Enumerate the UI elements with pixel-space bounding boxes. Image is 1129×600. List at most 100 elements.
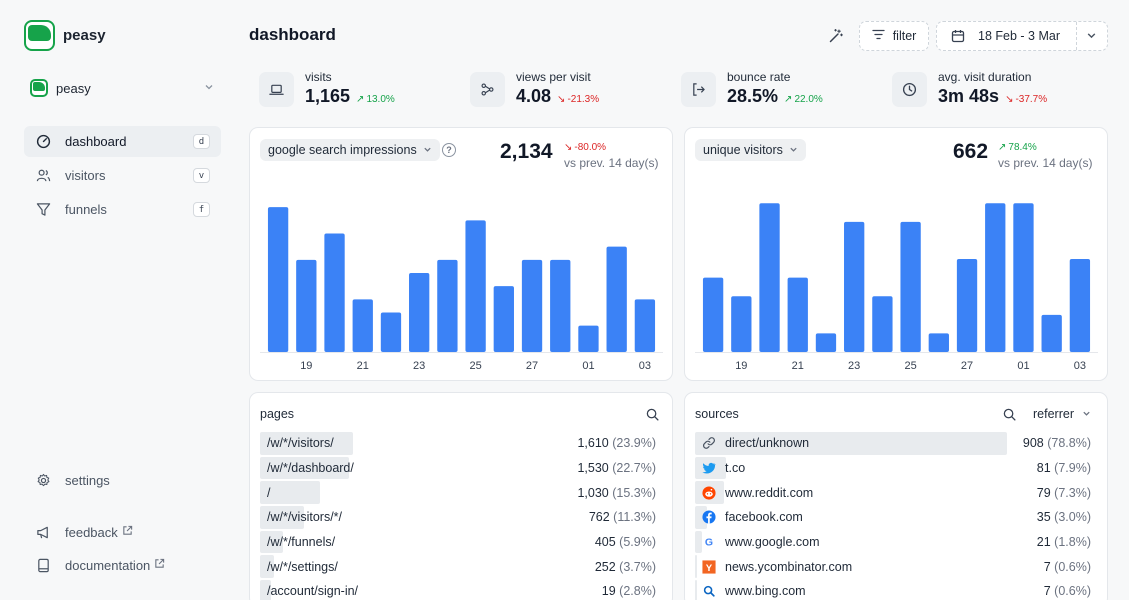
bottom-nav: settings feedback documentation — [24, 466, 221, 579]
row-count: 405 — [594, 535, 616, 550]
metric-label: google search impressions — [268, 143, 417, 157]
nav-item-visitors[interactable]: visitors v — [24, 160, 221, 191]
nav-item-feedback[interactable]: feedback — [24, 518, 221, 546]
chart-bar[interactable] — [815, 333, 837, 352]
chart-bar[interactable] — [928, 333, 949, 352]
pages-row[interactable]: /w/*/dashboard/1,530 (22.7%) — [260, 456, 662, 481]
row-percent: (15.3%) — [612, 485, 656, 500]
nav-label: dashboard — [65, 134, 127, 149]
row-value: 1,530 (22.7%) — [577, 461, 662, 475]
search-icon[interactable] — [644, 406, 660, 422]
source-type-dropdown[interactable]: referrer — [1025, 403, 1099, 425]
row-count: 79 — [1036, 485, 1051, 500]
x-tick-label: 01 — [582, 360, 594, 372]
app-name: peasy — [63, 27, 106, 44]
chart-bar[interactable] — [844, 221, 865, 352]
share-bar — [695, 580, 698, 600]
exit-icon — [681, 72, 716, 107]
site-switcher[interactable]: peasy — [30, 78, 214, 98]
change-text: 13.0% — [366, 94, 395, 105]
chart-bar[interactable] — [437, 259, 458, 352]
row-label: direct/unknown — [725, 436, 810, 451]
sources-row[interactable]: facebook.com 35 (3.0%) — [695, 505, 1097, 530]
magic-wand-icon[interactable] — [826, 26, 846, 46]
nav-item-funnels[interactable]: funnels f — [24, 194, 221, 225]
row-count: 1,610 — [577, 436, 609, 451]
chart-bar[interactable] — [731, 296, 752, 352]
row-value: 405 (5.9%) — [595, 535, 662, 549]
metric-dropdown[interactable]: google search impressions — [260, 139, 440, 161]
chart-bar[interactable] — [985, 203, 1006, 352]
sources-row[interactable]: www.reddit.com 79 (7.3%) — [695, 480, 1097, 505]
chart-bar[interactable] — [380, 312, 402, 353]
row-percent: (22.7%) — [612, 461, 656, 476]
unique-visitors-card: unique visitors 662 ↗ 78.4% vs prev. 14 d… — [684, 127, 1108, 381]
chart-bar[interactable] — [872, 296, 893, 352]
row-value: 762 (11.3%) — [589, 510, 662, 524]
trend-up-icon: ↗ — [998, 142, 1007, 153]
chart-bar[interactable] — [521, 259, 543, 352]
row-count: 7 — [1043, 559, 1051, 574]
sources-row[interactable]: www.bing.com 7 (0.6%) — [695, 579, 1097, 600]
share-bar — [695, 432, 1007, 455]
chevron-down-icon[interactable] — [1086, 30, 1097, 44]
chart-bar[interactable] — [352, 299, 373, 352]
nav-item-settings[interactable]: settings — [24, 466, 221, 494]
chart-bar[interactable] — [1041, 314, 1062, 352]
chart-bar[interactable] — [465, 220, 486, 352]
nav-label: feedback — [65, 524, 118, 540]
chart-bar[interactable] — [634, 299, 656, 352]
chart-bar[interactable] — [296, 259, 317, 352]
chart-svg: 19 21 23 25 27 01 03 — [260, 207, 663, 372]
shortcut-key: v — [193, 168, 210, 183]
share-bar — [260, 432, 354, 455]
chart-bar[interactable] — [956, 259, 978, 352]
pages-row[interactable]: /account/sign-in/19 (2.8%) — [260, 579, 662, 600]
pages-row[interactable]: /w/*/visitors/1,610 (23.9%) — [260, 431, 662, 456]
nav-label: funnels — [65, 202, 107, 217]
trend-down-icon: ↘ — [1005, 94, 1014, 105]
stat-label: views per visit — [516, 70, 591, 84]
chart-bar[interactable] — [1069, 259, 1091, 352]
pages-row[interactable]: /w/*/visitors/*/ 762 (11.3%) — [260, 505, 662, 530]
app-logo[interactable]: peasy — [24, 20, 106, 51]
change-text: -37.7% — [1015, 94, 1048, 105]
chart-bar[interactable] — [606, 246, 627, 352]
chart-bar[interactable] — [409, 273, 430, 352]
users-icon — [35, 168, 51, 184]
date-range-picker[interactable]: 18 Feb - 3 Mar — [936, 21, 1108, 51]
sources-row[interactable]: t.co 81 (7.9%) — [695, 456, 1097, 481]
pages-list: /w/*/visitors/1,610 (23.9%)/w/*/dashboar… — [260, 431, 662, 600]
metric-dropdown[interactable]: unique visitors — [695, 139, 806, 161]
page-title: dashboard — [249, 25, 336, 44]
nav-item-dashboard[interactable]: dashboard d — [24, 126, 221, 157]
chart-bar[interactable] — [787, 277, 808, 352]
row-label: news.ycombinator.com — [725, 559, 853, 574]
chart-bar[interactable] — [267, 207, 289, 352]
chart-bar[interactable] — [324, 233, 345, 353]
share-bar — [260, 530, 284, 554]
sources-row[interactable]: direct/unknown 908 (78.8%) — [695, 431, 1097, 456]
search-icon[interactable] — [1001, 406, 1017, 422]
row-value: 7 (0.6%) — [1044, 560, 1097, 574]
nav-item-documentation[interactable]: documentation — [24, 551, 221, 579]
row-value: 1,610 (23.9%) — [577, 436, 662, 450]
chart-bar[interactable] — [759, 203, 780, 352]
chart-bar[interactable] — [493, 286, 514, 352]
external-link-icon — [154, 558, 165, 572]
pages-row[interactable]: /w/*/funnels/405 (5.9%) — [260, 530, 662, 555]
shortcut-key: d — [193, 134, 210, 149]
row-percent: (0.6%) — [1054, 584, 1091, 599]
pages-row[interactable]: / 1,030 (15.3%) — [260, 480, 662, 505]
help-icon[interactable]: ? — [442, 143, 456, 157]
pages-row[interactable]: /w/*/settings/252 (3.7%) — [260, 554, 662, 579]
chart-bar[interactable] — [702, 277, 724, 352]
chart-bar[interactable] — [900, 221, 921, 352]
chart-bar[interactable] — [578, 325, 599, 352]
chart-bar[interactable] — [550, 259, 571, 352]
filter-button[interactable]: filter — [859, 21, 929, 51]
chart-bar[interactable] — [1013, 203, 1034, 352]
